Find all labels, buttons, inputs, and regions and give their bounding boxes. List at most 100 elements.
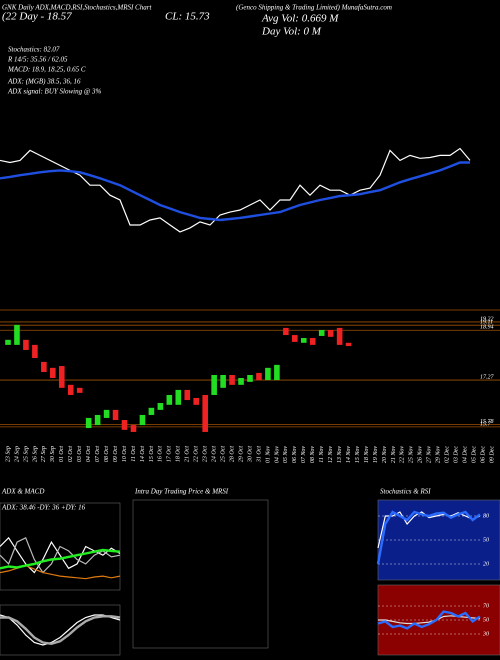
- x-tick-label: 22 Nov: [400, 446, 406, 464]
- candle-body: [121, 420, 128, 430]
- x-tick-label: 10 Oct: [122, 446, 128, 462]
- panel-title: ADX & MACD: [1, 488, 44, 496]
- x-tick-label: 19 Nov: [373, 446, 379, 464]
- x-tick-label: 21 Oct: [185, 446, 191, 462]
- candle-body: [300, 338, 307, 343]
- candle-body: [148, 407, 155, 415]
- x-tick-label: 06 Nov: [292, 446, 298, 464]
- y-tick-label: 70: [483, 603, 489, 609]
- candle-body: [166, 394, 173, 405]
- candle-body: [247, 375, 253, 382]
- close: CL: 15.73: [165, 11, 210, 23]
- candle-body: [202, 394, 208, 432]
- y-tick-label: 19.11: [480, 320, 493, 326]
- x-tick-label: 04 Oct: [85, 446, 92, 462]
- x-tick-label: 11 Oct: [131, 446, 137, 462]
- x-tick-label: 16 Oct: [158, 446, 164, 462]
- candle-body: [23, 339, 29, 350]
- candle-body: [292, 335, 298, 342]
- candle-body: [41, 361, 47, 373]
- stochastics: Stochastics: 82.07: [8, 46, 60, 54]
- adx-signal: ADX signal: BUY Slowing @ 3%: [7, 88, 102, 96]
- candle-body: [139, 414, 146, 426]
- candle-body: [345, 342, 352, 347]
- x-tick-label: 30 Oct: [247, 446, 253, 463]
- y-tick-label: 80: [483, 513, 489, 519]
- x-tick-label: 27 Nov: [427, 446, 433, 464]
- x-tick-label: 17 Oct: [167, 446, 173, 462]
- candle-body: [175, 389, 182, 405]
- panel: [132, 499, 269, 649]
- candle-body: [265, 367, 271, 381]
- x-tick-label: 25 Oct: [220, 446, 226, 462]
- panel-title: Stochastics & RSI: [380, 488, 431, 496]
- x-tick-label: 15 Nov: [355, 446, 361, 464]
- candle-body: [327, 329, 334, 337]
- avg-vol: Avg Vol: 0.669 M: [261, 13, 339, 25]
- x-tick-label: 13 Nov: [337, 446, 343, 464]
- x-tick-label: 02 Dec: [445, 446, 451, 463]
- candle-body: [283, 327, 289, 336]
- candle-body: [336, 327, 343, 345]
- ticker-line: GNK Daily ADX,MACD,RSI,Stochastics,MRSI …: [2, 4, 152, 12]
- candle-body: [274, 364, 280, 381]
- x-tick-label: 31 Oct: [256, 446, 262, 463]
- y-tick-label: 19.22: [480, 316, 494, 322]
- series-line: [0, 536, 121, 574]
- macd: MACD: 18.9, 18.25, 0.65 C: [7, 66, 86, 74]
- x-tick-label: 14 Oct: [139, 446, 146, 462]
- y-tick-label: 20: [483, 561, 489, 567]
- x-tick-label: 08 Nov: [310, 446, 316, 464]
- candle-body: [32, 344, 38, 359]
- x-tick-label: 20 Nov: [382, 446, 388, 464]
- y-tick-label: 15.7: [480, 421, 492, 427]
- x-tick-label: 23 Oct: [203, 446, 209, 462]
- x-tick-label: 03 Oct: [77, 446, 83, 462]
- series-line: [377, 610, 481, 630]
- candle-body: [309, 338, 316, 345]
- x-tick-label: 05 Dec: [471, 446, 477, 463]
- x-tick-label: 24 Sep: [13, 446, 20, 462]
- series-line: [376, 510, 481, 565]
- x-tick-label: 14 Nov: [345, 446, 352, 464]
- y-tick-label: 18.94: [480, 324, 494, 331]
- x-tick-label: 24 Oct: [211, 446, 218, 462]
- x-tick-label: 09 Dec: [489, 446, 495, 463]
- x-tick-label: 30 Sep: [50, 446, 56, 463]
- sma-line: (22 Day - 18.57: [2, 11, 72, 23]
- candle-body: [50, 367, 56, 378]
- x-tick-label: 04 Dec: [461, 446, 468, 463]
- candle-body: [58, 366, 65, 388]
- y-tick-label: 15.78: [480, 419, 494, 425]
- candle-body: [103, 409, 110, 418]
- x-tick-label: 18 Oct: [176, 446, 182, 462]
- series-line: [0, 615, 121, 646]
- x-tick-label: 18 Nov: [364, 446, 370, 464]
- x-tick-label: 29 Oct: [238, 446, 244, 462]
- x-tick-label: 01 Oct: [59, 446, 65, 462]
- candle-body: [318, 329, 325, 336]
- candle-body: [130, 425, 137, 432]
- series-line: [0, 536, 121, 574]
- x-tick-label: 27 Sep: [41, 446, 47, 462]
- candle-body: [67, 384, 74, 395]
- x-tick-label: 25 Sep: [23, 446, 29, 462]
- candle-body: [193, 397, 200, 405]
- day-vol: Day Vol: 0 M: [261, 26, 322, 38]
- series-line: [0, 161, 470, 222]
- y-tick-label: 50: [483, 617, 489, 623]
- rsi: R 14/5: 35.56 / 62.05: [7, 56, 68, 64]
- adx: ADX: (MGB) 38.5, 36, 16: [7, 78, 81, 86]
- candle-body: [76, 387, 83, 393]
- x-tick-label: 21 Nov: [391, 446, 397, 464]
- x-tick-label: 06 Dec: [480, 446, 486, 463]
- candle-body: [94, 414, 101, 426]
- x-tick-label: 25 Nov: [409, 446, 415, 464]
- panel: [0, 604, 121, 656]
- x-tick-label: 07 Nov: [301, 446, 307, 464]
- x-tick-label: 12 Nov: [328, 446, 334, 464]
- x-tick-label: 28 Oct: [229, 446, 235, 462]
- y-tick-label: 17.27: [480, 374, 495, 380]
- series-line: [378, 615, 481, 625]
